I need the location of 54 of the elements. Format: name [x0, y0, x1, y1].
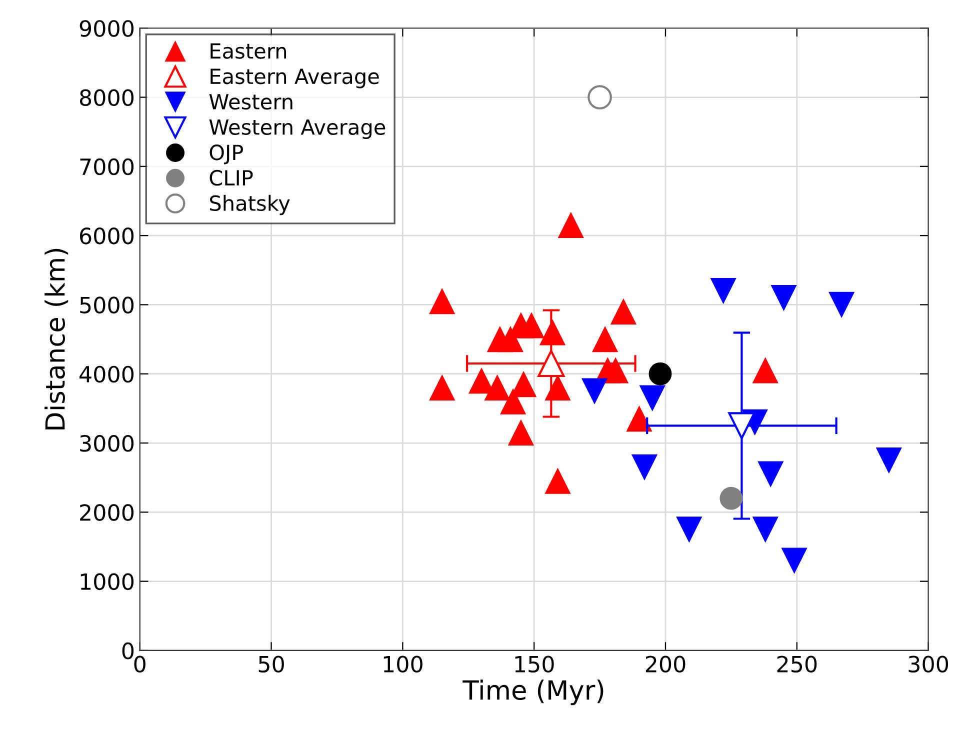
point: [758, 461, 784, 487]
y-tick-label: 9000: [80, 20, 134, 37]
point: [558, 212, 584, 238]
point: [626, 406, 652, 432]
point: [770, 284, 797, 311]
x-tick-label: 100: [384, 656, 422, 673]
y-tick-label: 0: [122, 642, 134, 660]
legend-label: OJP: [210, 144, 244, 164]
y-tick-label: 7000: [80, 158, 134, 176]
point: [752, 516, 778, 542]
x-tick-label: 50: [258, 656, 284, 673]
legend-label: Western Average: [209, 119, 386, 139]
point: [710, 278, 736, 304]
point: [498, 326, 524, 352]
legend-label: Shatsky: [210, 194, 290, 216]
point: [484, 374, 510, 401]
point: [640, 385, 666, 411]
y-tick-label: 6000: [80, 228, 134, 244]
point: [508, 420, 534, 446]
y-tick-label: 2000: [80, 504, 134, 521]
point: [610, 298, 636, 324]
point: [648, 362, 672, 386]
y-tick-label: 5000: [80, 296, 134, 314]
x-axis-title: Time (Myr): [462, 680, 604, 706]
x-tick-label: 200: [646, 656, 686, 673]
point: [518, 312, 544, 338]
legend-label: CLIP: [210, 170, 253, 186]
y-tick-label: 4000: [80, 366, 134, 383]
point: [876, 447, 902, 474]
point: [828, 292, 854, 318]
point: [676, 516, 702, 542]
y-tick-label: 8000: [80, 89, 134, 106]
point: [632, 454, 658, 480]
point: [429, 288, 455, 314]
point: [592, 326, 618, 352]
point: [720, 486, 743, 510]
point: [582, 378, 608, 404]
x-tick-label: 250: [777, 656, 817, 673]
point: [500, 388, 526, 414]
point: [429, 374, 455, 401]
legend-label: Western: [209, 94, 292, 110]
point: [588, 85, 612, 110]
x-tick-label: 0: [134, 656, 146, 673]
y-tick-label: 3000: [80, 434, 134, 452]
point: [544, 468, 571, 494]
legend-label: Eastern Average: [210, 68, 379, 88]
point: [752, 358, 778, 384]
legend-label: Eastern: [210, 43, 286, 59]
y-tick-label: 1000: [80, 573, 134, 590]
x-tick-label: 150: [515, 656, 554, 673]
point: [538, 350, 565, 378]
y-axis-title: Distance (km): [44, 248, 68, 430]
point: [781, 548, 808, 574]
x-tick-label: 300: [908, 656, 948, 673]
